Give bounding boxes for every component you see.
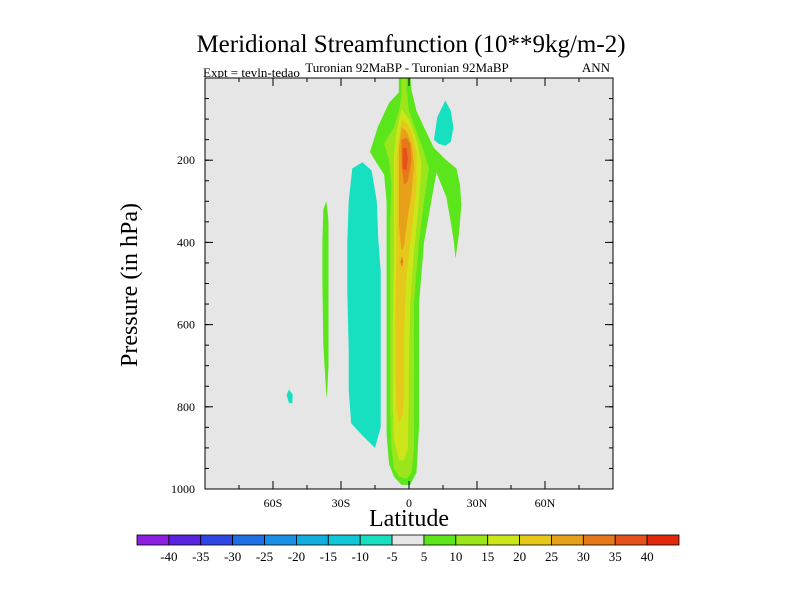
colorbar-swatch [264, 534, 297, 546]
colorbar-label: 35 [609, 549, 622, 564]
subtitle-center: Turonian 92MaBP - Turonian 92MaBP [305, 60, 508, 75]
chart-title: Meridional Streamfunction (10**9kg/m-2) [196, 31, 625, 58]
colorbar-label: -40 [160, 549, 177, 564]
x-tick-label: 60S [264, 496, 283, 510]
contour-regions [286, 78, 516, 485]
colorbar-label: -30 [224, 549, 241, 564]
y-tick-label: 600 [177, 318, 195, 332]
x-tick-label: 30S [332, 496, 351, 510]
colorbar-swatch [614, 534, 648, 546]
colorbar-swatch [168, 534, 202, 546]
colorbar-swatch [487, 534, 520, 546]
colorbar-swatch [423, 534, 457, 546]
contour-region-1 [433, 100, 454, 146]
colorbar-swatch [646, 534, 680, 546]
x-tick-label: 30N [467, 496, 488, 510]
colorbar-label: 15 [481, 549, 494, 564]
colorbar-label: 30 [577, 549, 590, 564]
contour-region-12 [402, 147, 408, 171]
colorbar-label: 10 [449, 549, 462, 564]
colorbar-swatch [200, 534, 234, 546]
colorbar-swatch [391, 534, 425, 546]
colorbar-swatch [519, 534, 552, 546]
colorbar-swatch [327, 534, 361, 546]
y-tick-label: 1000 [171, 482, 195, 496]
x-axis-label: Latitude [369, 506, 449, 532]
colorbar-label: -20 [288, 549, 305, 564]
contour-region-2 [322, 201, 329, 399]
y-axis-label: Pressure (in hPa) [117, 203, 143, 367]
colorbar-label: -25 [256, 549, 273, 564]
x-tick-label: 60N [535, 496, 556, 510]
subtitle-left: Expt = tevln-tedao [203, 65, 300, 80]
colorbar-label: 20 [513, 549, 526, 564]
axis-ticks: 60S 30S 0 30N 60N 200 400 600 800 1000 [171, 78, 613, 510]
colorbar-label: -15 [320, 549, 337, 564]
colorbar-swatch [359, 534, 393, 546]
y-tick-label: 400 [177, 235, 195, 249]
x-tick-label: 0 [406, 496, 412, 510]
colorbar-swatch [296, 534, 329, 546]
subtitle-right: ANN [582, 60, 611, 75]
colorbar-swatch [232, 534, 265, 546]
colorbar-label: -5 [387, 549, 398, 564]
y-tick-label: 800 [177, 400, 195, 414]
contour-region-0 [347, 162, 381, 448]
colorbar-label: -10 [352, 549, 369, 564]
contour-region-3 [286, 389, 293, 404]
colorbar-swatch [455, 534, 489, 546]
colorbar-label: -35 [192, 549, 209, 564]
colorbar-label: 40 [641, 549, 654, 564]
y-tick-label: 200 [177, 153, 195, 167]
colorbar-swatch [551, 534, 584, 546]
colorbar-label: 5 [421, 549, 428, 564]
colorbar: -40 -35 -30 -25 -20 -15 -10 -5 5 10 15 20 25 30 35 40 [136, 534, 680, 564]
colorbar-swatch [136, 534, 170, 546]
colorbar-swatch [582, 534, 616, 546]
contour-region-11 [400, 256, 404, 268]
colorbar-label: 25 [545, 549, 558, 564]
